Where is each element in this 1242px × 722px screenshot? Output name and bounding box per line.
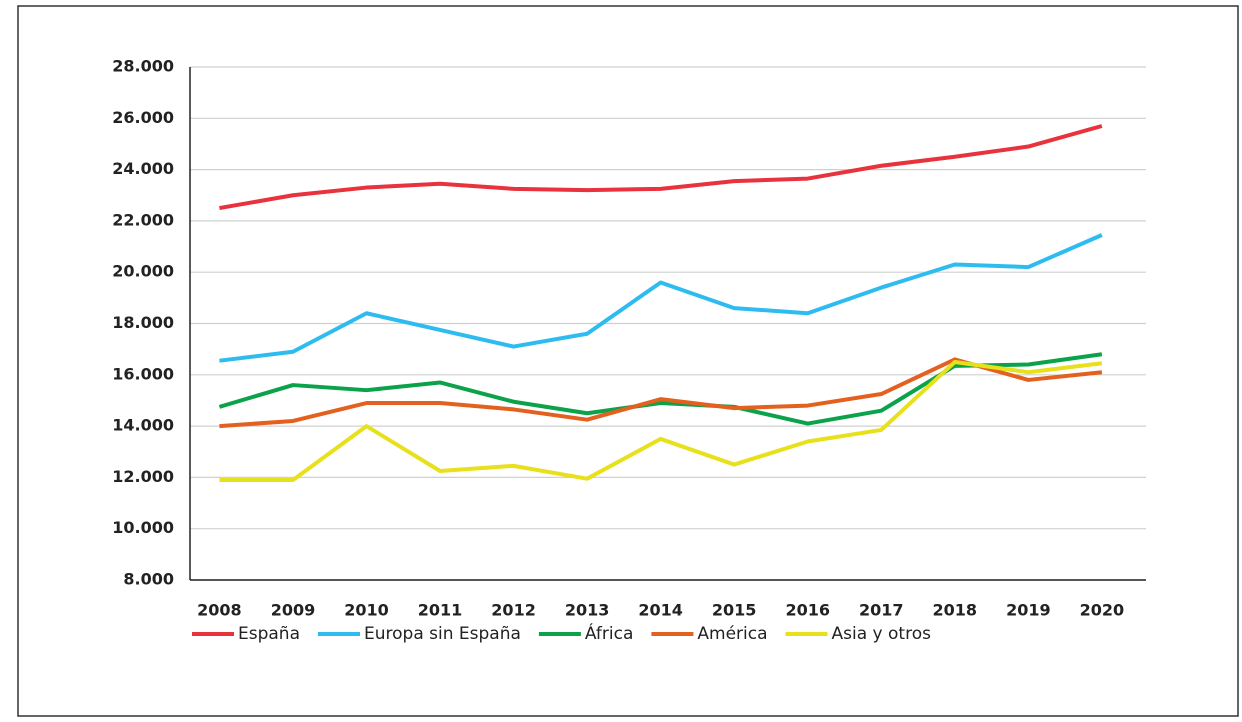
line-series [218, 352, 1103, 426]
x-tick-label: 2018 [933, 601, 978, 620]
line-series [219, 233, 1103, 363]
x-tick-label: 2010 [344, 601, 389, 620]
y-tick-label: 26.000 [112, 108, 174, 127]
y-tick-label: 22.000 [112, 210, 174, 229]
x-tick-label: 2017 [859, 601, 904, 620]
y-tick-label: 20.000 [112, 262, 174, 281]
legend-label: España [238, 624, 300, 644]
x-tick-label: 2011 [418, 601, 463, 620]
x-tick-label: 2009 [271, 601, 316, 620]
x-tick-label: 2015 [712, 601, 757, 620]
legend-label: Europa sin España [364, 624, 521, 644]
y-tick-label: 12.000 [112, 467, 174, 486]
x-tick-label: 2013 [565, 601, 610, 620]
x-tick-label: 2008 [197, 601, 242, 620]
y-tick-label: 18.000 [112, 313, 174, 332]
y-tick-label: 28.000 [112, 57, 174, 76]
y-tick-label: 14.000 [112, 416, 174, 435]
line-series [219, 124, 1103, 211]
y-tick-label: 10.000 [112, 518, 174, 537]
y-tick-label: 24.000 [112, 159, 174, 178]
legend-label: Asia y otros [832, 624, 932, 644]
line-series [219, 357, 1103, 429]
line-series [219, 359, 1103, 482]
y-tick-label: 16.000 [112, 364, 174, 383]
x-tick-label: 2019 [1006, 601, 1051, 620]
frame [17, 5, 1239, 717]
x-tick-label: 2014 [638, 601, 683, 620]
x-tick-label: 2012 [491, 601, 536, 620]
legend-label: América [697, 624, 767, 644]
y-tick-label: 8.000 [123, 570, 174, 589]
legend-label: África [585, 622, 634, 644]
x-tick-label: 2016 [785, 601, 830, 620]
x-tick-label: 2020 [1080, 601, 1125, 620]
